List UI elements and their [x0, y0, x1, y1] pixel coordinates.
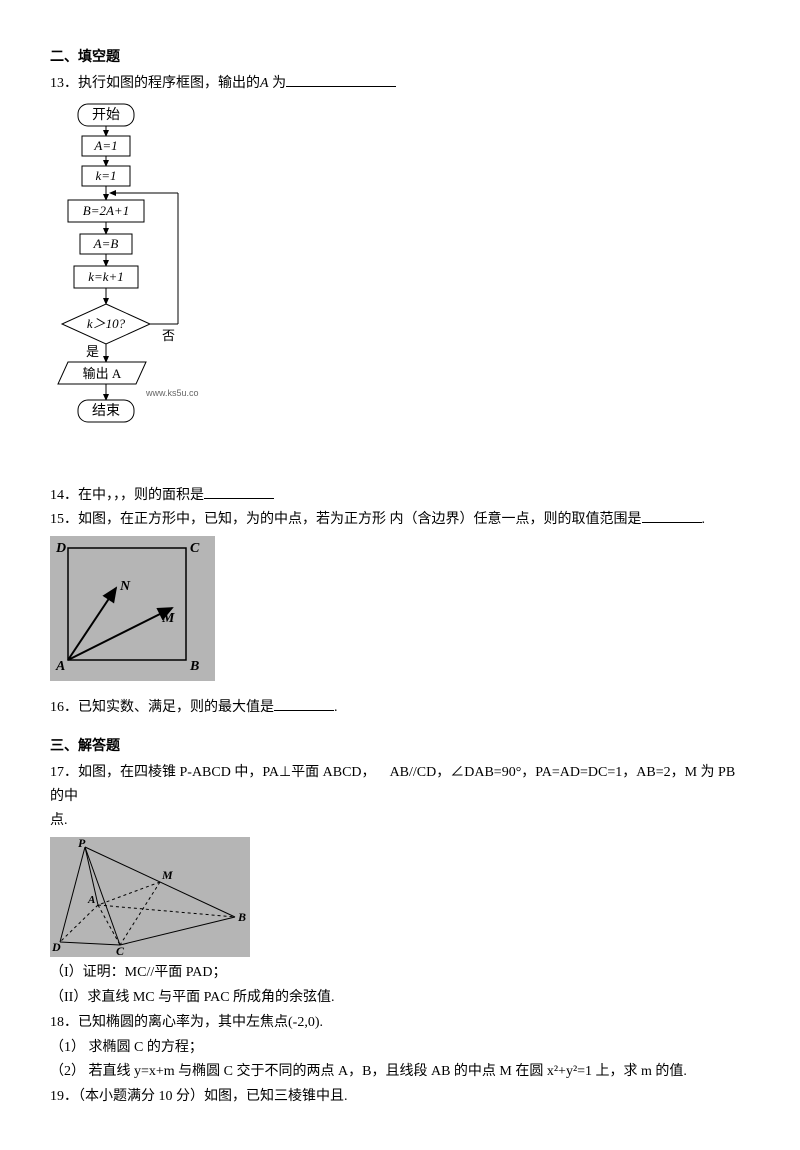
svg-text:A: A — [87, 894, 95, 906]
q18-p2: （2） 若直线 y=x+m 与椭圆 C 交于不同的两点 A，B，且线段 AB 的… — [50, 1060, 750, 1084]
svg-text:B: B — [237, 910, 246, 924]
pyramid-figure: P A D C B M — [50, 837, 750, 957]
q17-p1: （I）证明：MC//平面 PAD； — [50, 961, 750, 985]
svg-text:C: C — [190, 541, 200, 556]
question-14: 14．在中，，，则的面积是 — [50, 484, 750, 508]
svg-text:D: D — [51, 940, 61, 954]
q15-text: 如图，在正方形中，已知，为的中点，若为正方形 内（含边界）任意一点，则的取值范围… — [78, 512, 642, 527]
svg-text:M: M — [161, 868, 173, 882]
svg-text:M: M — [161, 611, 175, 626]
svg-text:A=B: A=B — [93, 236, 119, 251]
svg-text:C: C — [116, 944, 125, 957]
q16-tail: . — [334, 700, 338, 715]
square-figure: D C A B M N — [50, 536, 750, 681]
q13-tail: 为 — [272, 76, 286, 91]
svg-text:www.ks5u.co: www.ks5u.co — [145, 388, 199, 398]
section-3-heading: 三、解答题 — [50, 735, 750, 759]
q18-p1: （1） 求椭圆 C 的方程； — [50, 1036, 750, 1060]
svg-text:输出 A: 输出 A — [83, 366, 122, 381]
svg-text:P: P — [78, 837, 86, 850]
q19-text: （本小题满分 10 分）如图，已知三棱锥中且. — [78, 1089, 348, 1104]
flowchart-figure: 开始 A=1 k=1 B=2A+1 A=B k=k+1 k＞10? 否 是 输出… — [50, 100, 750, 480]
svg-text:B: B — [189, 659, 199, 674]
q16-blank — [274, 696, 334, 711]
q17-line2: 点. — [50, 809, 750, 833]
question-19: 19．（本小题满分 10 分）如图，已知三棱锥中且. — [50, 1085, 750, 1109]
svg-text:D: D — [55, 541, 66, 556]
pyramid-svg: P A D C B M — [50, 837, 250, 957]
q16-num: 16． — [50, 700, 78, 715]
svg-text:A=1: A=1 — [93, 138, 117, 153]
q15-tail: . — [702, 512, 706, 527]
flowchart-svg: 开始 A=1 k=1 B=2A+1 A=B k=k+1 k＞10? 否 是 输出… — [50, 100, 220, 480]
question-17: 17．如图，在四棱锥 P-ABCD 中，PA⊥平面 ABCD， AB//CD，∠… — [50, 761, 750, 809]
question-13: 13．执行如图的程序框图，输出的A 为 — [50, 72, 750, 96]
q19-num: 19． — [50, 1089, 78, 1104]
svg-text:k=k+1: k=k+1 — [88, 269, 124, 284]
svg-text:是: 是 — [86, 344, 99, 359]
q18-line1: 已知椭圆的离心率为，其中左焦点(-2,0). — [78, 1015, 323, 1030]
q13-text: 执行如图的程序框图，输出的 — [78, 76, 260, 91]
section-2-heading: 二、填空题 — [50, 46, 750, 70]
svg-text:k=1: k=1 — [95, 168, 116, 183]
q16-text: 已知实数、满足，则的最大值是 — [78, 700, 274, 715]
svg-text:N: N — [119, 579, 131, 594]
spacer-2 — [50, 721, 750, 729]
spacer — [50, 685, 750, 695]
square-svg: D C A B M N — [50, 536, 215, 681]
q15-blank — [642, 508, 702, 523]
q17-num: 17． — [50, 765, 78, 780]
question-15: 15．如图，在正方形中，已知，为的中点，若为正方形 内（含边界）任意一点，则的取… — [50, 508, 750, 532]
svg-text:B=2A+1: B=2A+1 — [83, 203, 129, 218]
svg-text:k＞10?: k＞10? — [87, 316, 126, 331]
question-16: 16．已知实数、满足，则的最大值是. — [50, 696, 750, 720]
q17-line1a: 如图，在四棱锥 P-ABCD 中，PA⊥平面 ABCD， — [78, 765, 376, 780]
q14-num: 14． — [50, 488, 78, 503]
q18-num: 18． — [50, 1015, 78, 1030]
q13-num: 13． — [50, 76, 78, 91]
question-18: 18．已知椭圆的离心率为，其中左焦点(-2,0). — [50, 1011, 750, 1035]
svg-text:结束: 结束 — [92, 403, 120, 419]
q13-italic-a: A — [260, 76, 269, 91]
q14-text: 在中，，，则的面积是 — [78, 488, 204, 503]
svg-text:开始: 开始 — [92, 107, 120, 123]
q15-num: 15． — [50, 512, 78, 527]
svg-text:否: 否 — [162, 328, 175, 343]
q13-blank — [286, 72, 396, 87]
q14-blank — [204, 484, 274, 499]
q17-p2: （II）求直线 MC 与平面 PAC 所成角的余弦值. — [50, 986, 750, 1010]
svg-text:A: A — [55, 659, 65, 674]
